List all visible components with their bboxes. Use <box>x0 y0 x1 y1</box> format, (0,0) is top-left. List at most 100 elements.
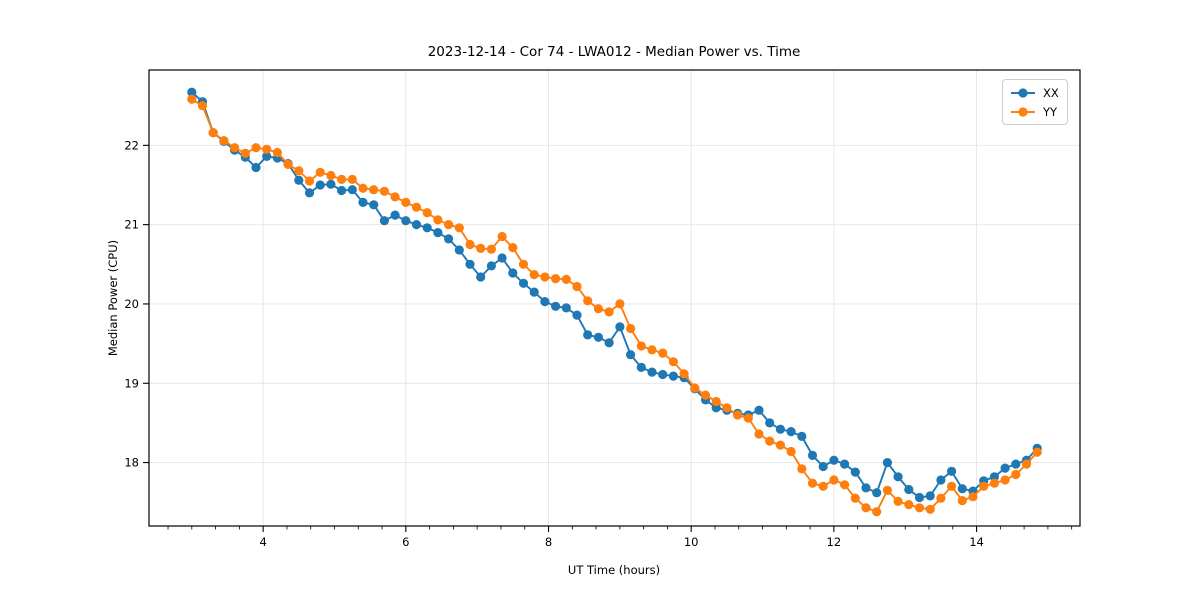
data-point-yy <box>679 369 689 379</box>
data-point-yy <box>807 478 818 488</box>
data-point-yy <box>979 481 989 491</box>
data-point-yy <box>444 220 454 230</box>
data-point-yy <box>219 136 229 146</box>
data-point-yy <box>529 270 539 280</box>
legend-label-xx: XX <box>1043 85 1059 100</box>
data-point-xx <box>882 458 893 468</box>
data-point-xx <box>433 228 443 238</box>
data-point-yy <box>797 464 807 474</box>
data-point-yy <box>604 307 614 317</box>
series-line-xx <box>191 91 1038 499</box>
data-point-yy <box>658 348 668 358</box>
data-point-yy <box>551 274 561 284</box>
data-point-xx <box>497 253 507 263</box>
data-point-yy <box>722 403 732 413</box>
x-tick-label: 6 <box>402 535 409 549</box>
data-point-xx <box>829 455 839 465</box>
data-point-xx <box>561 303 571 313</box>
data-point-yy <box>240 148 250 158</box>
data-point-yy <box>230 143 240 153</box>
data-point-yy <box>337 174 347 184</box>
plot-border <box>148 69 1081 527</box>
series-line-yy <box>191 98 1038 513</box>
y-axis-label: Median Power (CPU) <box>106 239 120 357</box>
data-point-yy <box>636 341 646 351</box>
data-point-yy <box>187 94 197 104</box>
data-point-xx <box>754 405 764 415</box>
data-point-xx <box>518 278 529 288</box>
data-point-yy <box>326 170 336 181</box>
data-point-yy <box>893 496 903 506</box>
data-point-xx <box>583 330 593 340</box>
data-point-yy <box>947 481 957 491</box>
data-point-xx <box>262 151 272 161</box>
legend-item-yy: YY <box>1009 103 1059 120</box>
data-point-yy <box>668 357 679 367</box>
y-tick-label: 22 <box>124 138 139 152</box>
data-point-yy <box>968 492 978 502</box>
data-point-xx <box>904 484 914 495</box>
data-point-yy <box>518 259 529 269</box>
data-point-xx <box>315 180 325 190</box>
data-point-xx <box>486 261 496 271</box>
data-point-xx <box>369 200 379 210</box>
data-point-xx <box>957 484 967 494</box>
data-point-yy <box>904 500 914 510</box>
data-point-xx <box>347 185 357 195</box>
data-point-xx <box>1000 463 1010 473</box>
data-point-xx <box>626 350 636 360</box>
data-point-yy <box>561 274 571 284</box>
data-point-xx <box>572 310 582 320</box>
data-point-yy <box>700 390 711 400</box>
data-point-xx <box>647 367 657 377</box>
data-point-xx <box>947 466 957 476</box>
data-point-xx <box>540 297 550 307</box>
data-point-xx <box>358 197 368 207</box>
data-point-yy <box>486 244 496 254</box>
data-point-xx <box>326 179 336 189</box>
legend-item-xx: XX <box>1009 84 1059 101</box>
legend-label-yy: YY <box>1043 104 1058 119</box>
data-point-yy <box>1032 447 1042 457</box>
data-point-xx <box>529 287 539 297</box>
data-point-xx <box>508 268 518 278</box>
data-point-yy <box>197 101 208 111</box>
data-point-yy <box>422 208 432 218</box>
data-point-yy <box>208 128 218 138</box>
data-point-xx <box>658 369 668 380</box>
data-point-yy <box>272 147 282 158</box>
data-point-xx <box>636 362 646 372</box>
data-point-xx <box>422 223 432 233</box>
data-point-yy <box>840 480 850 490</box>
data-point-xx <box>551 301 561 311</box>
data-point-yy <box>829 475 839 485</box>
data-point-xx <box>337 185 347 196</box>
data-point-xx <box>465 259 475 269</box>
data-point-xx <box>379 216 389 226</box>
data-point-xx <box>411 220 422 230</box>
y-tick-label: 18 <box>124 456 139 470</box>
data-point-yy <box>882 485 893 495</box>
data-point-xx <box>1011 459 1021 469</box>
data-point-yy <box>294 166 304 176</box>
data-point-xx <box>711 403 721 413</box>
y-tick-label: 19 <box>124 376 139 390</box>
data-point-yy <box>775 440 786 450</box>
data-point-yy <box>1000 475 1010 485</box>
data-point-yy <box>347 174 357 184</box>
data-point-yy <box>818 481 828 491</box>
data-point-yy <box>626 323 636 334</box>
data-point-yy <box>508 243 518 253</box>
data-point-yy <box>369 185 379 195</box>
data-point-yy <box>433 215 443 225</box>
data-point-xx <box>615 322 625 332</box>
y-tick-label: 21 <box>124 218 139 232</box>
data-point-xx <box>850 467 860 477</box>
data-point-xx <box>936 475 946 485</box>
data-point-yy <box>411 202 422 212</box>
data-point-xx <box>304 188 315 198</box>
data-point-yy <box>283 159 293 169</box>
data-point-yy <box>733 410 743 420</box>
data-point-yy <box>583 296 593 306</box>
